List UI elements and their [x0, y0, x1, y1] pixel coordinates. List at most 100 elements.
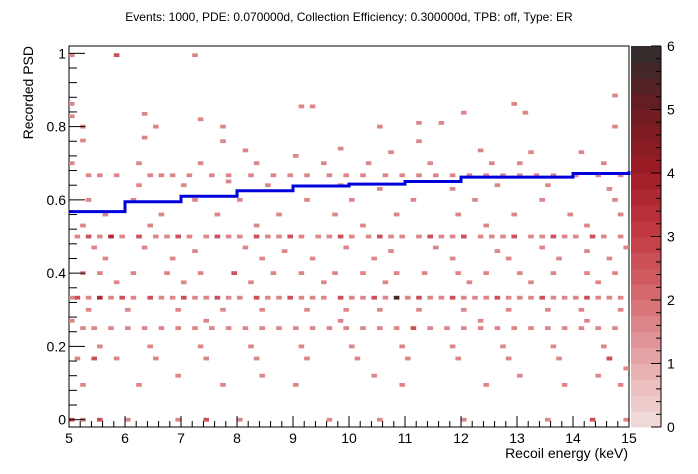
heatmap-cell [377, 307, 383, 312]
heatmap-cell [97, 344, 103, 349]
heatmap-cell [265, 295, 271, 300]
heatmap-cell [466, 280, 473, 285]
heatmap-cell [197, 117, 204, 122]
heatmap-cell [248, 280, 254, 285]
colorbar-segment [631, 77, 661, 95]
heatmap-cell [360, 271, 366, 275]
heatmap-cell [617, 383, 624, 387]
heatmap-cell [74, 295, 81, 300]
heatmap-cell [80, 138, 86, 143]
heatmap-cell [225, 179, 232, 184]
x-tick-label: 15 [621, 430, 637, 446]
heatmap-cell [438, 295, 445, 300]
heatmap-cell [584, 249, 590, 253]
heatmap-cell [449, 234, 456, 239]
heatmap-cell [119, 295, 125, 300]
heatmap-cell [584, 295, 590, 300]
heatmap-cell [113, 356, 120, 361]
colorbar-segment [631, 236, 661, 253]
heatmap-cell [477, 148, 484, 153]
heatmap-cell [186, 173, 193, 178]
heatmap-cell [601, 161, 607, 166]
heatmap-cell [253, 356, 260, 361]
heatmap-cell [612, 198, 618, 202]
heatmap-cell [265, 234, 271, 239]
heatmap-cell [309, 104, 316, 109]
heatmap-cell [343, 245, 349, 250]
heatmap-cell [360, 295, 366, 300]
heatmap-cell [164, 271, 170, 275]
heatmap-cell [253, 234, 260, 239]
heatmap-cell [293, 154, 299, 158]
heatmap-cell [181, 295, 187, 300]
heatmap-cell [91, 245, 97, 250]
heatmap-cell [349, 198, 355, 202]
heatmap-cell [354, 356, 361, 361]
heatmap-cell [416, 295, 422, 300]
y-tick-label: 0.4 [47, 265, 67, 281]
heatmap-cell [505, 356, 512, 361]
colorbar-segment [631, 268, 661, 285]
heatmap-cell [225, 173, 232, 178]
heatmap-cell [472, 295, 478, 300]
heatmap-cell [528, 295, 534, 300]
heatmap-cell [455, 271, 461, 275]
heatmap-cell [606, 356, 613, 361]
heatmap-cell [102, 212, 109, 217]
heatmap-cell [489, 234, 495, 239]
heatmap-cell [494, 295, 501, 300]
heatmap-cell [522, 110, 529, 115]
heatmap-cell [461, 417, 467, 422]
heatmap-cell [175, 373, 181, 378]
heatmap-cell [225, 326, 232, 330]
heatmap-cell [164, 234, 170, 239]
heatmap-cell [337, 146, 344, 151]
heatmap-cell [141, 326, 148, 330]
colorbar-segment [631, 315, 661, 333]
heatmap-cell [136, 183, 142, 188]
heatmap-cell [393, 326, 400, 330]
heatmap-cell [612, 271, 618, 275]
colorbar-segment [631, 141, 661, 158]
x-tick-label: 11 [398, 430, 413, 446]
heatmap-cell [444, 326, 450, 330]
colorbar-segment [631, 284, 661, 301]
heatmap-cell [80, 383, 86, 387]
heatmap-cell [343, 173, 349, 178]
heatmap-cell [119, 234, 125, 239]
x-tick-label: 8 [233, 430, 241, 446]
heatmap-cell [141, 245, 148, 250]
heatmap-cell [237, 234, 243, 239]
heatmap-cell [550, 271, 557, 275]
heatmap-cell [573, 173, 579, 178]
x-tick-label: 6 [121, 430, 129, 446]
heatmap-cell [382, 173, 389, 178]
heatmap-cell [433, 245, 439, 250]
chart-title: Events: 1000, PDE: 0.070000d, Collection… [125, 10, 573, 24]
heatmap-cell [606, 187, 613, 191]
heatmap-cell [595, 373, 601, 378]
colorbar-segment [631, 363, 661, 380]
heatmap-cell [573, 295, 579, 300]
heatmap-cell [584, 223, 590, 228]
heatmap-cell [197, 161, 204, 166]
heatmap-cell [617, 307, 624, 312]
x-tick-label: 13 [509, 430, 525, 446]
heatmap-cell [74, 356, 81, 361]
heatmap-cell [91, 326, 97, 330]
heatmap-cell [242, 245, 249, 250]
heatmap-cell [309, 295, 316, 300]
heatmap-cell [561, 234, 568, 239]
heatmap-cell [265, 183, 271, 188]
heatmap-cell [91, 356, 97, 361]
heatmap-cell [461, 326, 467, 330]
heatmap-cell [203, 234, 209, 239]
colorbar-segment [631, 188, 661, 206]
heatmap-cell [203, 295, 209, 300]
heatmap-cell [153, 124, 159, 129]
heatmap-cell [595, 295, 601, 300]
heatmap-cell [298, 271, 305, 275]
heatmap-cell [85, 295, 92, 300]
heatmap-cell [377, 417, 383, 422]
